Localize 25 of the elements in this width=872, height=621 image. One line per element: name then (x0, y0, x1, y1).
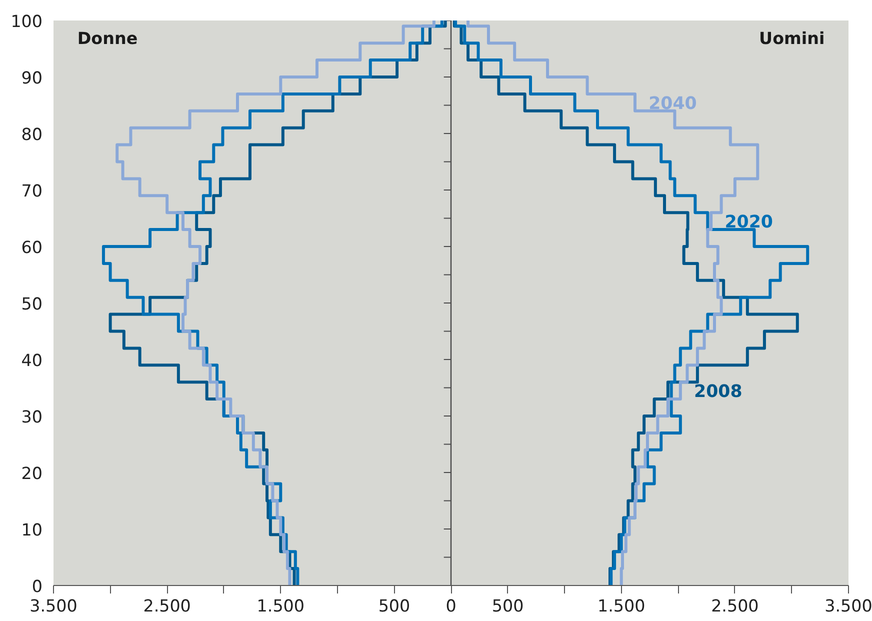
series-label: 2020 (724, 212, 773, 233)
x-tick-label: 1.500 (256, 596, 304, 616)
y-tick-label: 10 (21, 520, 43, 540)
y-tick-label: 0 (32, 577, 43, 596)
series-label: 2040 (648, 94, 697, 114)
y-tick-label: 50 (21, 294, 43, 314)
x-tick-label: 3.500 (824, 596, 872, 616)
series-label: 2008 (694, 382, 742, 402)
x-tick-label: 0 (446, 596, 456, 616)
y-tick-label: 80 (21, 125, 43, 144)
x-tick-label: 1.500 (598, 596, 646, 616)
x-tick-label: 2.500 (143, 596, 191, 616)
annotation: Donne (77, 28, 138, 48)
y-tick-label: 40 (21, 351, 43, 370)
annotation: Uomini (759, 28, 825, 48)
y-tick-label: 70 (21, 182, 43, 200)
x-tick-label: 500 (378, 596, 410, 616)
y-tick-label: 60 (21, 238, 43, 257)
y-tick-label: 30 (21, 408, 43, 426)
x-tick-label: 2.500 (711, 596, 759, 616)
x-tick-label: 500 (492, 596, 524, 616)
y-tick-label: 100 (10, 12, 43, 31)
y-tick-label: 90 (21, 68, 43, 88)
y-tick-label: 20 (21, 464, 43, 483)
x-tick-label: 3.500 (30, 596, 78, 616)
